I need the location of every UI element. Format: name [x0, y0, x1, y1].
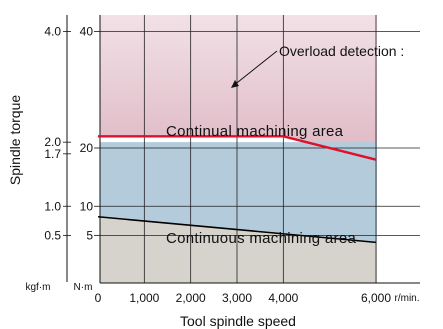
continual-machining-area [100, 142, 377, 243]
y-unit-inner-label: N·m [74, 282, 93, 293]
continual-area-label: Continual machining area [166, 123, 344, 140]
continuous-area-boundary-line [97, 215, 377, 244]
overload-arrow [232, 50, 278, 87]
series-lines [97, 135, 377, 244]
continuous-area-label: Continuous machining area [166, 230, 356, 247]
y-tick-label-nm-40: 40 [80, 25, 94, 39]
axes [66, 15, 420, 284]
y-tick-label-nm-20: 20 [80, 141, 94, 155]
continuous-machining-area [100, 216, 377, 283]
x-unit-label: r/min. [395, 293, 420, 304]
grid-lines [100, 15, 420, 283]
y-unit-outer-label: kgf·m [26, 282, 51, 293]
x-tick-label-2000: 2,000 [176, 291, 206, 305]
x-tick-label-6000: 6,000 [361, 291, 391, 305]
x-tick-label-0: 0 [95, 291, 102, 305]
x-tick-label-1000: 1,000 [129, 291, 159, 305]
area-fills [100, 15, 377, 283]
y-tick-label-kgfm-4.0: 4.0 [44, 25, 61, 39]
overload-detection-label: Overload detection : [279, 43, 404, 59]
y-tick-label-kgfm-1.0: 1.0 [44, 199, 61, 213]
y-axis-title: Spindle torque [7, 95, 23, 186]
y-tick-label-nm-10: 10 [80, 199, 94, 213]
y-tick-label-kgfm-0.5: 0.5 [44, 228, 61, 242]
overload-detection-line [98, 135, 377, 161]
y-tick-label-kgfm-2.0: 2.0 [44, 135, 61, 149]
overload-arrowhead [231, 80, 239, 88]
x-axis-title: Tool spindle speed [180, 313, 296, 329]
x-tick-label-3000: 3,000 [222, 291, 252, 305]
overload-zone [100, 15, 377, 160]
tick-labels: 0 1,000 2,000 3,000 4,000 6,00051020404.02.01… [44, 25, 391, 306]
y-tick-label-nm-5: 5 [86, 228, 93, 242]
x-tick-label-4000: 4,000 [268, 291, 298, 305]
y-tick-label-kgfm-1.7: 1.7 [44, 147, 61, 161]
